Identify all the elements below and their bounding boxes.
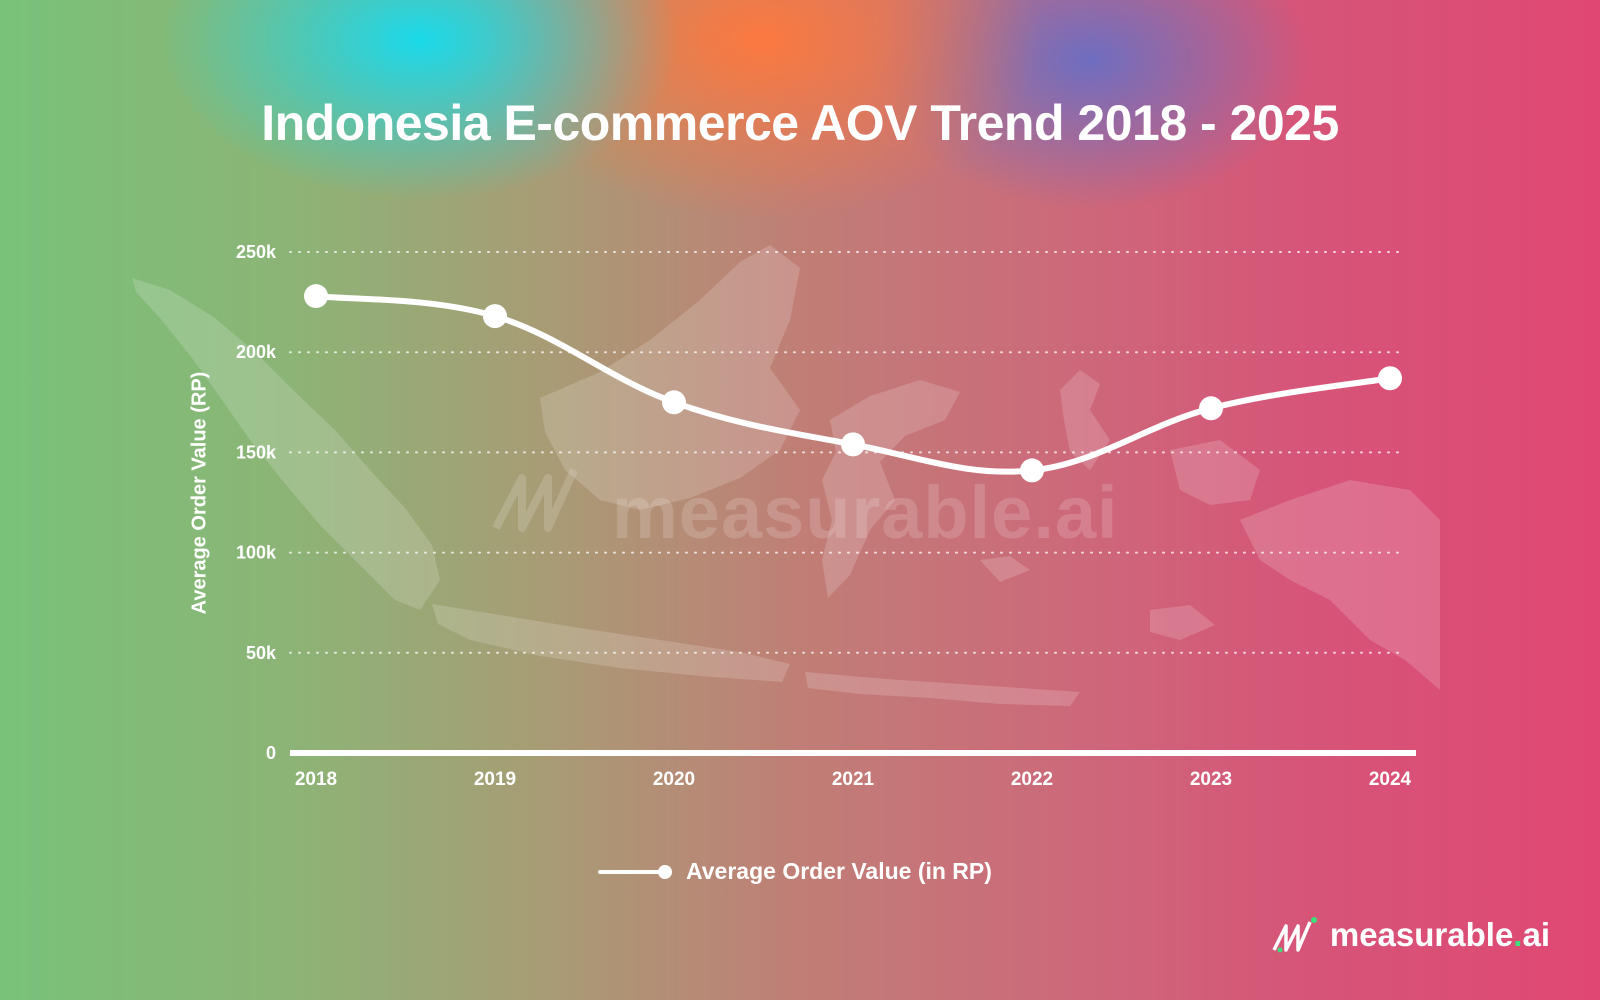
y-tick-label: 200k bbox=[236, 342, 277, 362]
data-point-2023 bbox=[1199, 396, 1223, 421]
data-point-2019 bbox=[483, 304, 507, 329]
data-point-2021 bbox=[841, 432, 865, 457]
measurable-watermark-icon bbox=[492, 468, 578, 532]
x-tick-label: 2020 bbox=[653, 769, 695, 790]
x-tick-label: 2021 bbox=[832, 769, 875, 790]
y-tick-label: 0 bbox=[266, 743, 276, 763]
y-tick-label: 250k bbox=[236, 242, 277, 262]
x-tick-label: 2023 bbox=[1190, 769, 1232, 790]
x-tick-labels: 2018 2019 2020 2021 2022 2023 2024 bbox=[295, 769, 1412, 790]
legend: Average Order Value (in RP) bbox=[598, 858, 992, 885]
data-point-2022 bbox=[1020, 458, 1044, 483]
chart-title: Indonesia E-commerce AOV Trend 2018 - 20… bbox=[261, 95, 1339, 151]
y-tick-label: 50k bbox=[246, 643, 277, 663]
y-tick-labels: 0 50k 100k 150k 200k 250k bbox=[236, 242, 277, 763]
series-points bbox=[304, 284, 1402, 483]
measurable-logo-icon bbox=[1272, 917, 1317, 953]
data-point-2020 bbox=[662, 390, 686, 415]
data-point-2024 bbox=[1378, 366, 1402, 391]
brand-dot: . bbox=[1513, 916, 1523, 953]
watermark-text: measurable.ai bbox=[612, 471, 1119, 554]
data-point-2018 bbox=[304, 284, 328, 309]
x-tick-label: 2018 bbox=[295, 769, 337, 790]
brand-name: measurable bbox=[1329, 916, 1514, 953]
brand-suffix: ai bbox=[1522, 916, 1550, 953]
y-tick-label: 150k bbox=[236, 442, 277, 462]
legend-dot-marker bbox=[658, 864, 672, 879]
x-tick-label: 2022 bbox=[1011, 769, 1053, 790]
legend-label: Average Order Value (in RP) bbox=[686, 858, 992, 884]
x-tick-label: 2024 bbox=[1369, 769, 1412, 790]
legend-line-marker bbox=[598, 864, 672, 879]
y-tick-label: 100k bbox=[236, 543, 277, 563]
brand-logo: measurable. ai bbox=[1272, 916, 1550, 954]
x-tick-label: 2019 bbox=[474, 769, 516, 790]
